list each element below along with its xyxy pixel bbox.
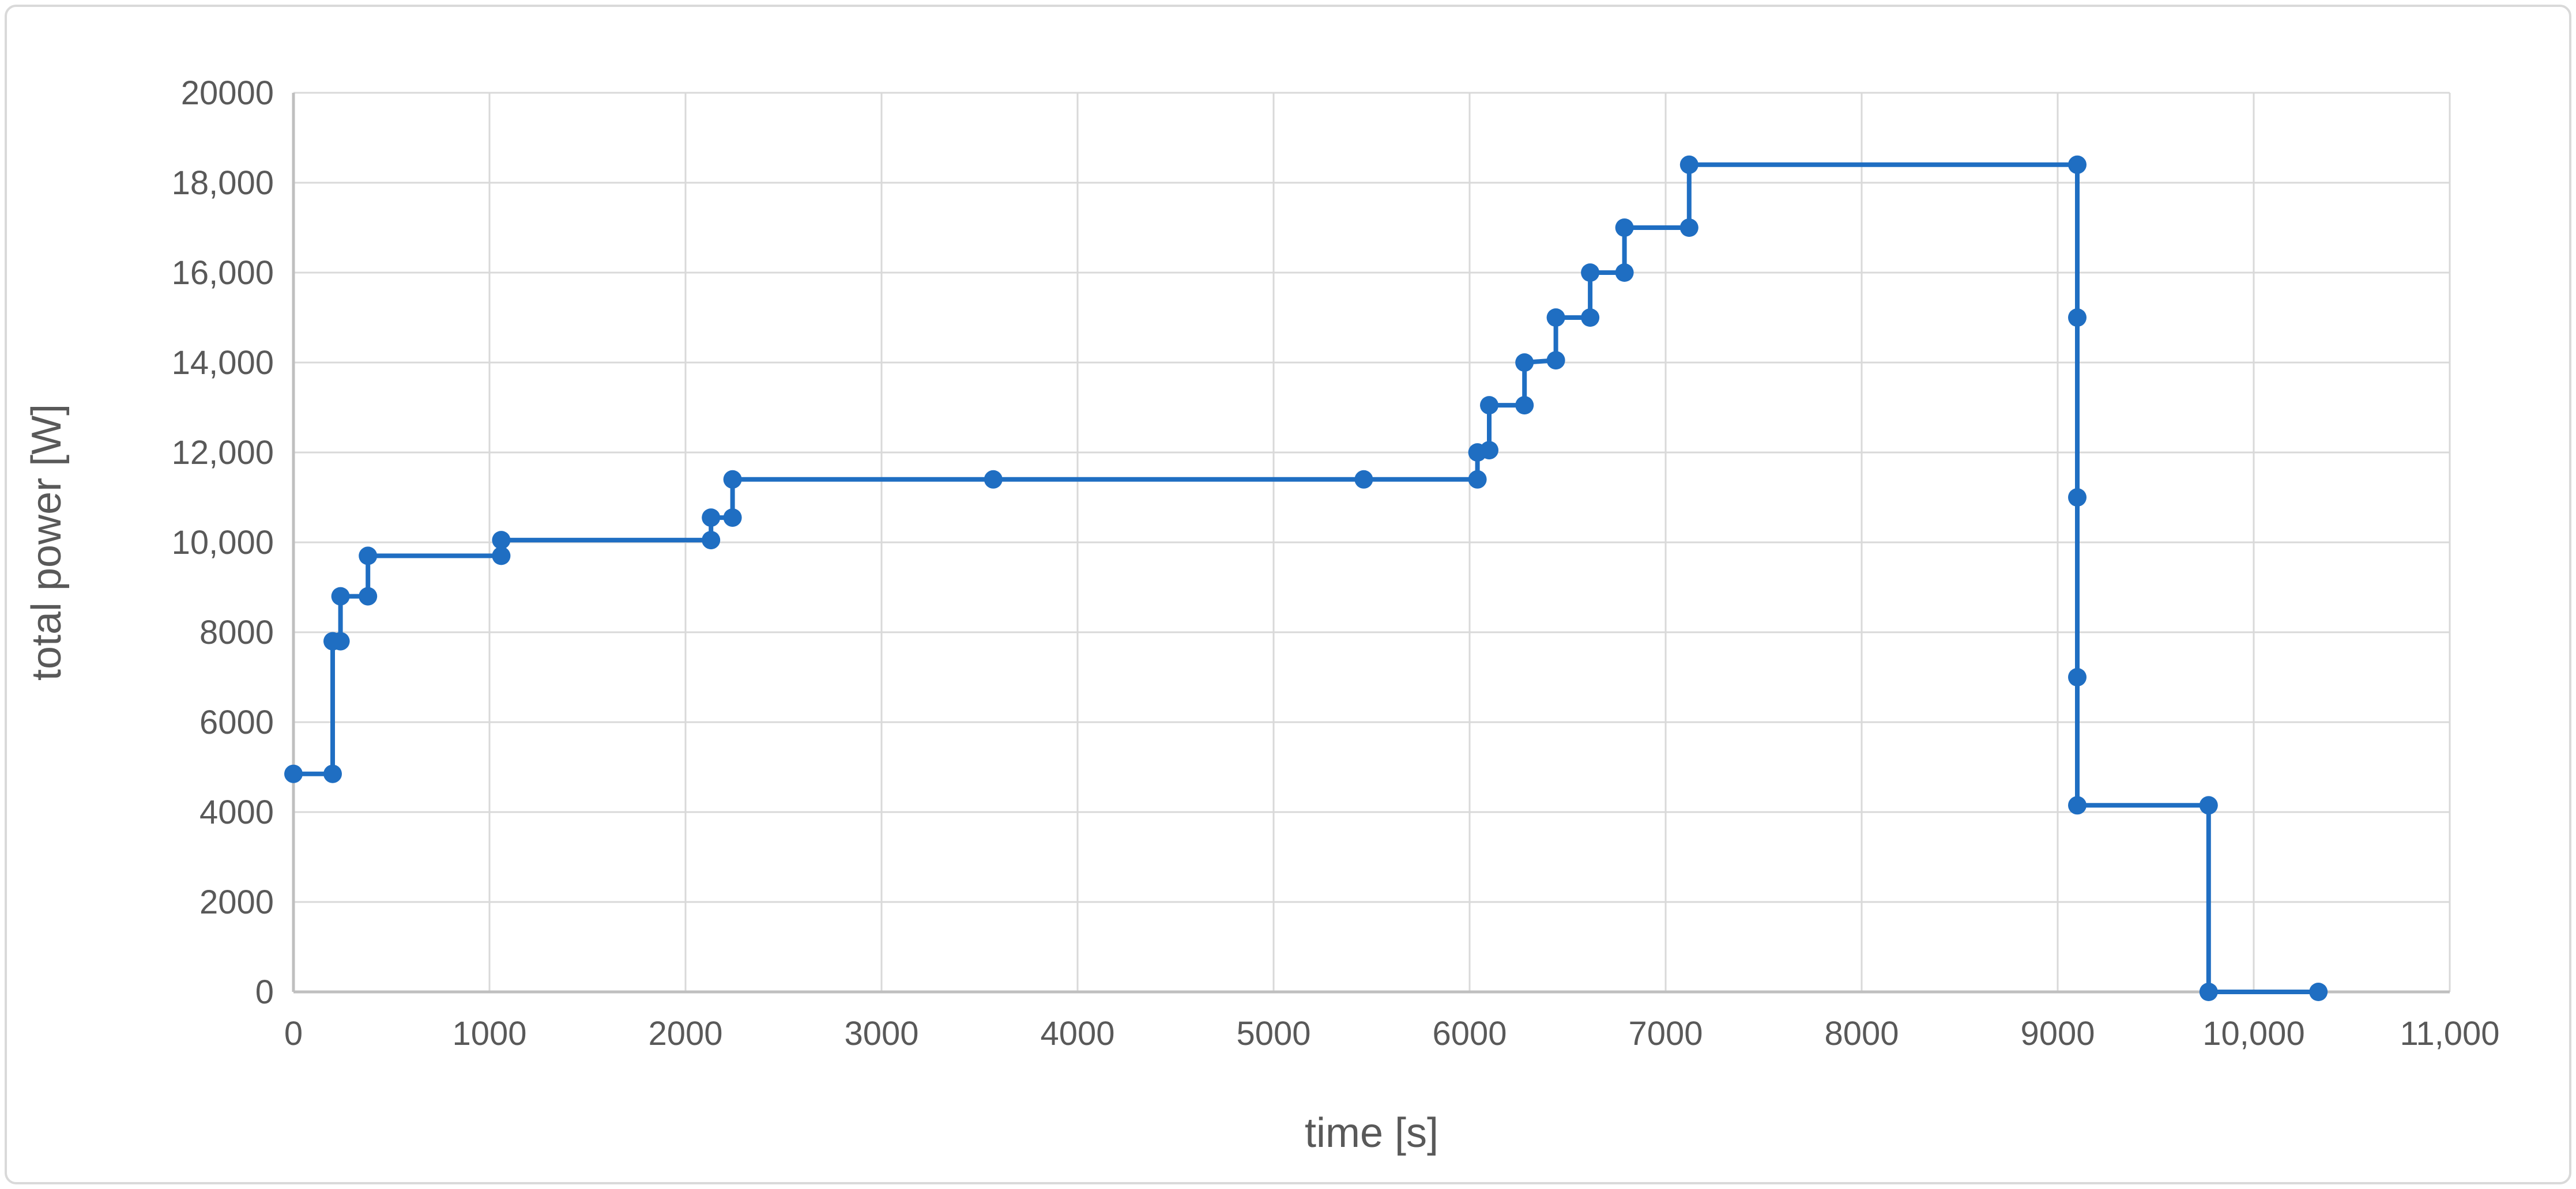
- x-tick-label: 2000: [648, 1015, 722, 1052]
- data-point-marker: [1546, 308, 1565, 327]
- gridlines: [292, 92, 2451, 993]
- data-point-marker: [1581, 263, 1600, 282]
- data-point-marker: [2068, 796, 2087, 815]
- data-point-marker: [2199, 983, 2218, 1001]
- data-point-marker: [323, 764, 342, 783]
- y-tick-label: 12,000: [172, 434, 274, 471]
- data-point-marker: [1679, 218, 1698, 237]
- y-tick-label: 16,000: [172, 254, 274, 292]
- data-point-marker: [1480, 396, 1498, 415]
- x-tick-label: 0: [284, 1015, 303, 1052]
- data-point-marker: [1515, 353, 1534, 372]
- data-point-marker: [723, 470, 742, 489]
- axes: [292, 93, 2450, 994]
- data-point-marker: [1615, 263, 1634, 282]
- data-point-marker: [359, 546, 378, 565]
- y-tick-label: 2000: [199, 884, 274, 921]
- data-point-marker: [492, 546, 511, 565]
- data-point-marker: [1546, 351, 1565, 370]
- y-tick-label: 14,000: [172, 344, 274, 382]
- x-tick-label: 5000: [1236, 1015, 1310, 1052]
- data-point-marker: [723, 508, 742, 527]
- x-tick-label: 1000: [452, 1015, 526, 1052]
- data-point-marker: [2068, 668, 2087, 686]
- data-point-marker: [359, 587, 378, 606]
- data-point-marker: [1354, 470, 1373, 489]
- y-tick-label: 8000: [199, 614, 274, 651]
- x-tick-label: 9000: [2020, 1015, 2095, 1052]
- data-point-marker: [702, 531, 721, 550]
- data-point-marker: [2068, 155, 2087, 174]
- x-axis-title: time [s]: [1305, 1110, 1438, 1156]
- x-tick-label: 6000: [1432, 1015, 1507, 1052]
- data-point-marker: [1581, 308, 1600, 327]
- axis-tick-labels: 0 1000 2000 3000 4000 5000 6000 7000 8000 9000 10,…: [172, 74, 2500, 1052]
- data-point-marker: [1515, 396, 1534, 415]
- data-point-marker: [1679, 155, 1698, 174]
- x-tick-label: 10,000: [2202, 1015, 2304, 1052]
- x-tick-label: 7000: [1628, 1015, 1703, 1052]
- y-tick-label: 10,000: [172, 524, 274, 561]
- x-tick-label: 4000: [1040, 1015, 1114, 1052]
- data-point-marker: [284, 764, 303, 783]
- x-tick-label: 11,000: [2400, 1015, 2499, 1052]
- data-point-marker: [1615, 218, 1634, 237]
- y-tick-label: 20000: [181, 74, 274, 112]
- y-tick-label: 18,000: [172, 164, 274, 202]
- x-tick-label: 8000: [1824, 1015, 1899, 1052]
- data-series: [284, 155, 2328, 1001]
- data-point-marker: [702, 508, 721, 527]
- data-point-marker: [984, 470, 1003, 489]
- data-point-marker: [331, 587, 350, 606]
- data-point-marker: [331, 632, 350, 651]
- data-point-marker: [1480, 441, 1498, 460]
- data-point-marker: [2068, 488, 2087, 507]
- data-point-marker: [2199, 796, 2218, 815]
- chart-border: [5, 5, 2571, 1184]
- data-point-marker: [2309, 983, 2328, 1001]
- y-tick-label: 6000: [199, 704, 274, 741]
- data-point-marker: [2068, 308, 2087, 327]
- y-tick-label: 0: [255, 973, 274, 1011]
- data-point-marker: [1468, 470, 1487, 489]
- data-point-marker: [492, 531, 511, 550]
- x-tick-label: 3000: [844, 1015, 918, 1052]
- y-axis-title: total power [W]: [24, 404, 70, 681]
- y-tick-label: 4000: [199, 794, 274, 831]
